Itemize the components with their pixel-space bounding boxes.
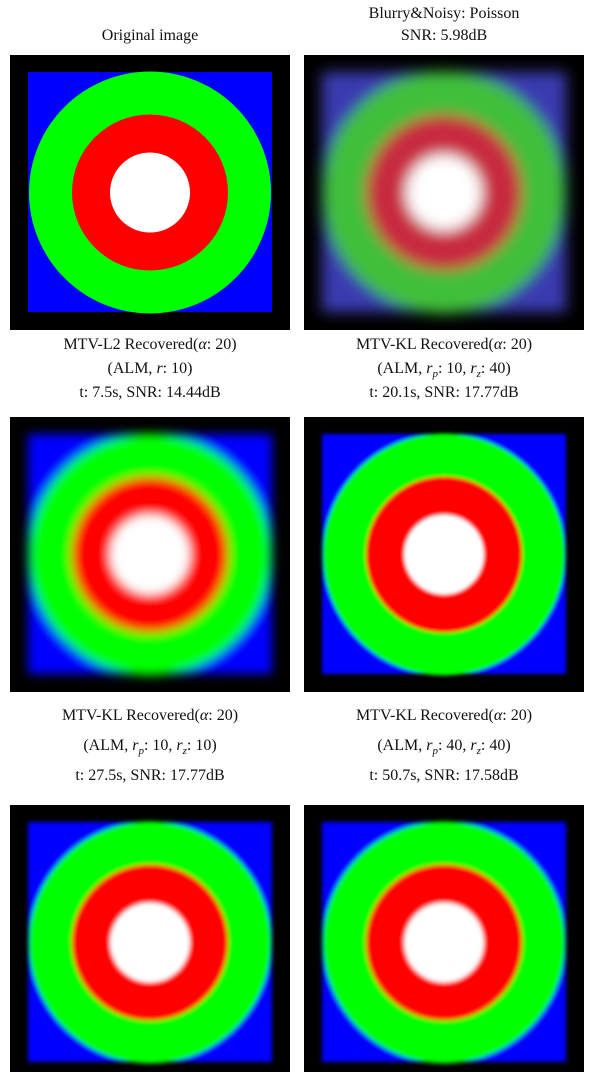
caption-text: : 10) [163, 360, 193, 377]
caption-line: MTV-KL Recovered(α: 20) [356, 707, 532, 724]
image-panel [10, 417, 290, 692]
caption-line: (ALM, rp​: 10, rz​: 40) [377, 360, 510, 380]
caption-text: (ALM, [377, 737, 426, 754]
page: Original image Blurry&Noisy: Poisson SNR: … [0, 0, 590, 1072]
caption-text: : 20) [208, 707, 238, 724]
caption-line: MTV-KL Recovered(α: 20) [62, 707, 238, 724]
caption-text: t: 7.5s, SNR: 14.44dB [79, 384, 220, 401]
center-disk [110, 153, 190, 233]
image-content [28, 822, 272, 1064]
center-disk [110, 903, 190, 983]
caption-text: MTV-KL Recovered( [62, 707, 200, 724]
caption-text: SNR: 5.98dB [401, 27, 487, 44]
caption-line: MTV-L2 Recovered(α: 20) [63, 336, 236, 353]
caption-text: (ALM, [83, 737, 132, 754]
caption-text: : 20) [502, 707, 532, 724]
caption-text: Original image [102, 27, 198, 44]
caption-text: : 40) [481, 360, 511, 377]
caption-text: MTV-L2 Recovered( [63, 336, 198, 353]
center-disk [406, 155, 482, 231]
caption-text: : 20) [502, 336, 532, 353]
caption-line: t: 7.5s, SNR: 14.44dB [79, 384, 220, 401]
image-panel [10, 55, 290, 330]
caption-line: (ALM, r: 10) [108, 360, 193, 377]
caption-text: : 10, [144, 737, 176, 754]
caption-text: MTV-KL Recovered( [356, 336, 494, 353]
caption-line: t: 20.1s, SNR: 17.77dB [369, 384, 518, 401]
image-panel [304, 55, 584, 330]
caption-text: : 20) [207, 336, 237, 353]
image-content [322, 72, 566, 314]
caption-line: Blurry&Noisy: Poisson [369, 5, 520, 22]
image-content [28, 434, 272, 676]
caption-text: t: 20.1s, SNR: 17.77dB [369, 384, 518, 401]
image-content [28, 72, 272, 314]
caption-line: Original image [102, 27, 198, 44]
caption-text: : 40, [438, 737, 470, 754]
center-disk [404, 903, 484, 983]
caption-line: t: 50.7s, SNR: 17.58dB [369, 767, 518, 784]
caption-text: t: 50.7s, SNR: 17.58dB [369, 767, 518, 784]
image-content [322, 434, 566, 676]
image-panel [304, 805, 584, 1072]
image-panel [10, 805, 290, 1072]
center-disk [404, 515, 484, 595]
caption-text: t: 27.5s, SNR: 17.77dB [75, 767, 224, 784]
caption-line: (ALM, rp​: 10, rz​: 10) [83, 737, 216, 757]
caption-line: MTV-KL Recovered(α: 20) [356, 336, 532, 353]
caption-text: : 10, [438, 360, 470, 377]
caption-text: : 10) [187, 737, 217, 754]
caption-line: t: 27.5s, SNR: 17.77dB [75, 767, 224, 784]
caption-line: (ALM, rp​: 40, rz​: 40) [377, 737, 510, 757]
caption-text: (ALM, [108, 360, 157, 377]
image-content [322, 822, 566, 1064]
center-disk [110, 515, 190, 595]
caption-text: Blurry&Noisy: Poisson [369, 5, 520, 22]
image-panel [304, 417, 584, 692]
figure: Original image Blurry&Noisy: Poisson SNR: … [0, 0, 590, 1072]
caption-line: SNR: 5.98dB [401, 27, 487, 44]
caption-text: MTV-KL Recovered( [356, 707, 494, 724]
caption-text: : 40) [481, 737, 511, 754]
caption-text: (ALM, [377, 360, 426, 377]
